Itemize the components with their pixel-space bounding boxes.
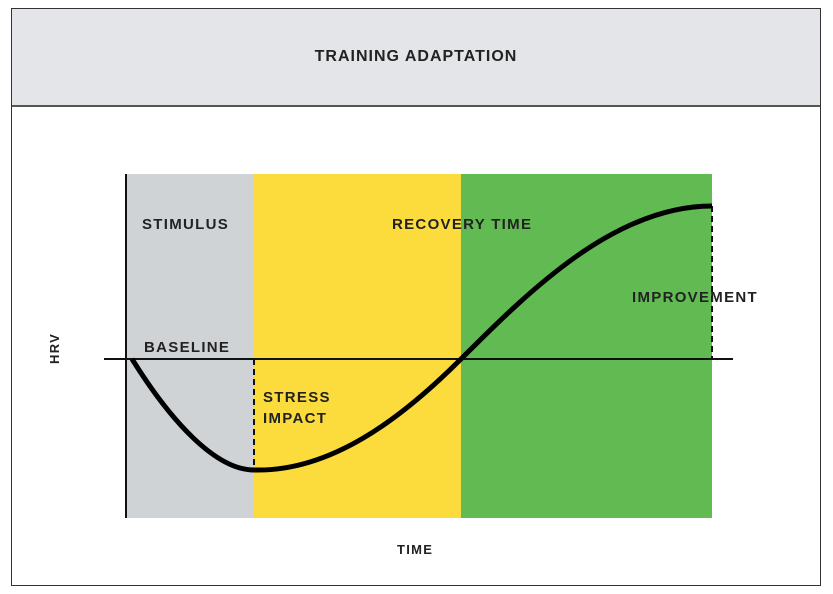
baseline-label: BASELINE xyxy=(144,339,230,356)
improvement-label: IMPROVEMENT xyxy=(632,289,758,306)
impact-label: IMPACT xyxy=(263,410,327,427)
y-axis-label: HRV xyxy=(47,333,62,364)
stress-label: STRESS xyxy=(263,389,331,406)
hrv-curve xyxy=(129,203,713,473)
improvement-zone xyxy=(461,174,712,518)
diagram-title: TRAINING ADAPTATION xyxy=(314,48,518,65)
stimulus-label: STIMULUS xyxy=(142,216,229,233)
header: TRAINING ADAPTATION xyxy=(12,9,820,107)
x-axis-label: TIME xyxy=(397,542,433,557)
stress-recovery-zone xyxy=(254,174,461,518)
stimulus-zone xyxy=(126,174,254,518)
diagram-frame: TRAINING ADAPTATION xyxy=(11,8,821,586)
recovery-time-label: RECOVERY TIME xyxy=(392,216,532,233)
